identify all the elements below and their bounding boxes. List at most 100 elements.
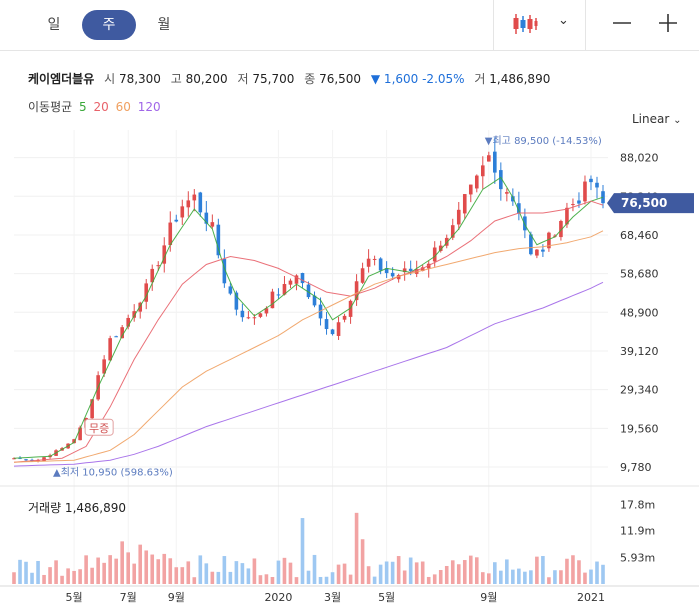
tab-monthly[interactable]: 월 [157,17,171,33]
candle-body [487,155,491,162]
zoom-in-icon[interactable] [658,8,678,44]
volume-bar [432,574,437,584]
volume-bar [282,557,287,584]
volume-bar [108,555,112,584]
candle-body [420,267,425,271]
volume-bar [565,558,569,584]
volume-bar [234,561,239,584]
volume-bar [571,555,575,584]
moving-average-label: 이동평균 [28,100,73,114]
ma-60-label[interactable]: 60 [115,100,131,114]
candle-body [342,315,347,320]
volume-bar [258,575,263,584]
scale-toggle[interactable]: Linear ⌄ [632,112,682,126]
scale-label: Linear [632,112,670,126]
volume-bar [408,557,413,584]
volume-bar [276,560,281,584]
candlestick-chart-type-icon[interactable] [512,12,538,42]
candle-body [234,292,239,310]
volume-bar [348,574,353,584]
ma-20-label[interactable]: 20 [93,100,109,114]
candle-body [138,302,143,312]
candle-body [102,359,106,374]
close-label: 종 [304,72,316,86]
volume-bar [252,558,257,584]
time-tick-label: 5월 [66,591,83,604]
stock-info-row: 케이엠더블유 시 78,300 고 80,200 저 75,700 종 76,5… [28,70,556,87]
volume-bar [444,565,449,584]
stock-name: 케이엠더블유 [28,72,95,86]
volume-bar [66,568,70,584]
candle-body [565,207,569,225]
candle-body [222,258,227,284]
time-tick-label: 3월 [324,591,341,604]
candle-body [523,216,527,231]
time-tick-label: 2020 [264,591,292,604]
volume-bar [48,567,52,584]
volume-bar [450,560,455,584]
candle-body [336,322,341,336]
candle-body [535,249,539,256]
volume-bar [468,555,473,584]
volume-bar [420,561,425,584]
tab-weekly[interactable]: 주 [82,10,136,40]
volume-bar [210,571,215,584]
time-tick-label: 9월 [168,591,185,604]
candle-body [348,300,353,317]
candle-body [108,338,112,361]
tab-daily[interactable]: 일 [47,17,61,33]
ma-120-label[interactable]: 120 [137,100,161,114]
candle-body [90,399,94,419]
candle-body [306,284,311,298]
chevron-down-icon[interactable]: ⌄ [558,13,569,28]
moving-average-legend: 이동평균 5 20 60 120 [28,98,161,115]
volume-bar [300,518,305,584]
volume-bar [144,550,149,584]
candle-body [126,317,130,327]
close-value: 76,500 [319,72,362,86]
axis-labels: 88,02078,24068,46058,68048,90039,12029,3… [28,135,694,604]
volume-bar [102,562,106,584]
candle-body [541,249,545,252]
ma-5-label[interactable]: 5 [79,100,87,114]
candle-body [330,329,335,335]
ma120-line [13,281,604,467]
zoom-out-icon[interactable] [612,8,632,44]
candle-body [529,234,533,255]
volume-bar [462,560,467,584]
volume-bar [547,577,551,584]
event-marker-label: 무증 [89,422,109,435]
volume-bar [402,570,407,584]
time-tick-label: 7월 [120,591,137,604]
candle-body [168,222,173,246]
candle-body [270,291,275,309]
ma5-line [13,176,604,459]
candle-body [438,245,443,251]
candle-body [372,258,377,260]
volume-bar [426,576,431,584]
candle-body [282,284,287,295]
candle-body [144,283,149,302]
volume-bar [589,569,593,584]
candle-body [480,165,485,177]
candle-body [354,281,359,301]
candle-body [120,327,124,339]
candle-body [78,427,82,441]
event-marker [84,418,114,436]
volume-bar [414,562,419,584]
volume-bar [180,567,185,584]
volume-bar [84,555,88,584]
volume-bar [270,577,275,584]
volume-bar [499,570,503,584]
candle-body [42,457,46,461]
candle-body [444,237,449,246]
open-label: 시 [104,72,116,86]
candle-body [216,224,221,256]
candle-body [450,225,455,238]
price-tick-label: 68,460 [620,229,659,242]
current-price-label: 76,500 [621,196,667,210]
candle-body [240,310,245,318]
volume-bar [288,562,293,584]
ma60-line [13,230,604,463]
